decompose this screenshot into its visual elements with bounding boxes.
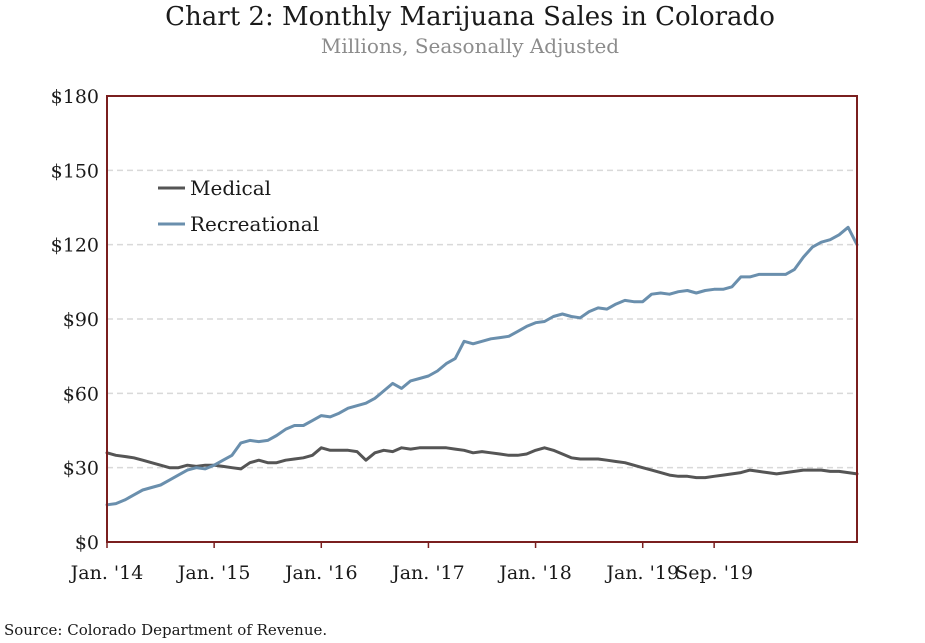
x-tick-label: Jan. '17 — [390, 562, 465, 584]
x-tick-label: Jan. '19 — [604, 562, 679, 584]
y-tick-label: $30 — [63, 458, 99, 480]
y-tick-label: $0 — [75, 532, 99, 554]
y-tick-label: $90 — [63, 309, 99, 331]
legend: Medical Recreational — [158, 176, 319, 236]
x-tick-label: Jan. '14 — [69, 562, 144, 584]
plot-frame — [106, 95, 858, 543]
x-tick-label: Sep. '19 — [675, 562, 753, 584]
legend-label-recreational: Recreational — [190, 212, 319, 236]
y-axis: $0 $30 $60 $90 $120 $150 $180 — [51, 86, 99, 554]
chart-title: Chart 2: Monthly Marijuana Sales in Colo… — [165, 2, 775, 32]
series-line-recreational — [105, 225, 859, 507]
y-tick-label: $150 — [51, 160, 99, 182]
x-tick-label: Jan. '16 — [283, 562, 358, 584]
chart-subtitle: Millions, Seasonally Adjusted — [320, 34, 620, 58]
series-lines — [105, 225, 859, 507]
x-tick-label: Jan. '15 — [176, 562, 251, 584]
line-chart: $0 $30 $60 $90 $120 $150 $180 Jan. '14 Jan. '15… — [51, 86, 859, 584]
x-tick-label: Jan. '18 — [497, 562, 572, 584]
x-axis: Jan. '14 Jan. '15 Jan. '16 Jan. '17 Jan. '18… — [69, 542, 753, 584]
source-note: Source: Colorado Department of Revenue. — [4, 621, 328, 639]
y-tick-label: $60 — [63, 383, 99, 405]
y-tick-label: $180 — [51, 86, 99, 108]
y-tick-label: $120 — [51, 235, 99, 257]
legend-label-medical: Medical — [190, 176, 271, 200]
series-line-medical — [105, 446, 859, 480]
